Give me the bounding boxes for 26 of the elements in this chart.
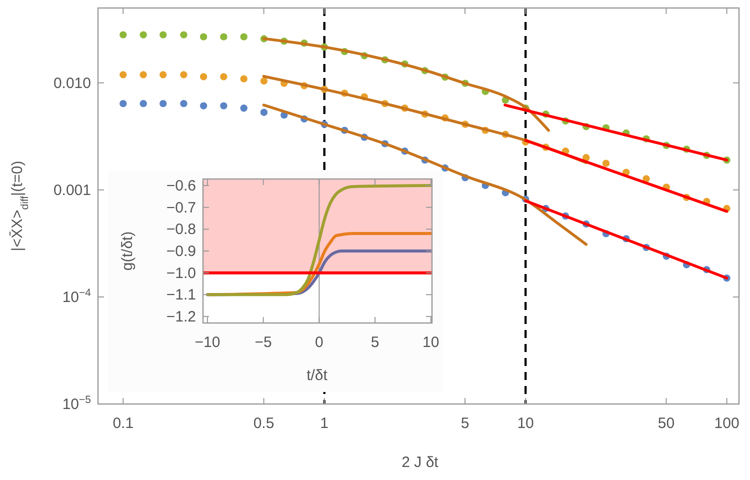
y-tick-label: 10$^{−5}$ [62,394,92,413]
y-tick-label: −1.1 [166,286,196,304]
x-tick-label: 5 [460,415,470,432]
x-tick-label: 0.5 [253,415,274,432]
y-tick-label: −0.6 [166,178,196,195]
y-tick-label: −0.7 [166,199,196,216]
x-tick-label: 10 [422,334,440,351]
x-tick-label: 1 [320,415,329,432]
y-tick-label: −0.9 [166,243,196,260]
x-tick-label: 5 [370,334,380,351]
x-tick-label: −5 [254,334,272,351]
y-tick-label: 10$^{−4}$ [62,286,92,306]
x-tick-label: 0.1 [112,415,134,432]
y-tick-label: 0.010 [53,74,91,92]
y-tick-label: −0.8 [166,221,196,238]
y-tick-label: −1.0 [166,264,196,282]
x-tick-label: 100 [714,415,740,432]
x-axis-title: 2 J δt [402,454,440,471]
x-axis-title: t/δt [306,367,328,384]
y-axis-title: g(t/δt) [119,231,136,271]
y-tick-label: −1.2 [166,308,196,326]
x-tick-label: 10 [517,415,534,432]
x-tick-label: −10 [194,334,220,351]
x-tick-label: 50 [658,415,675,432]
y-tick-label: 0.001 [53,182,91,199]
x-tick-label: 0 [315,334,324,351]
